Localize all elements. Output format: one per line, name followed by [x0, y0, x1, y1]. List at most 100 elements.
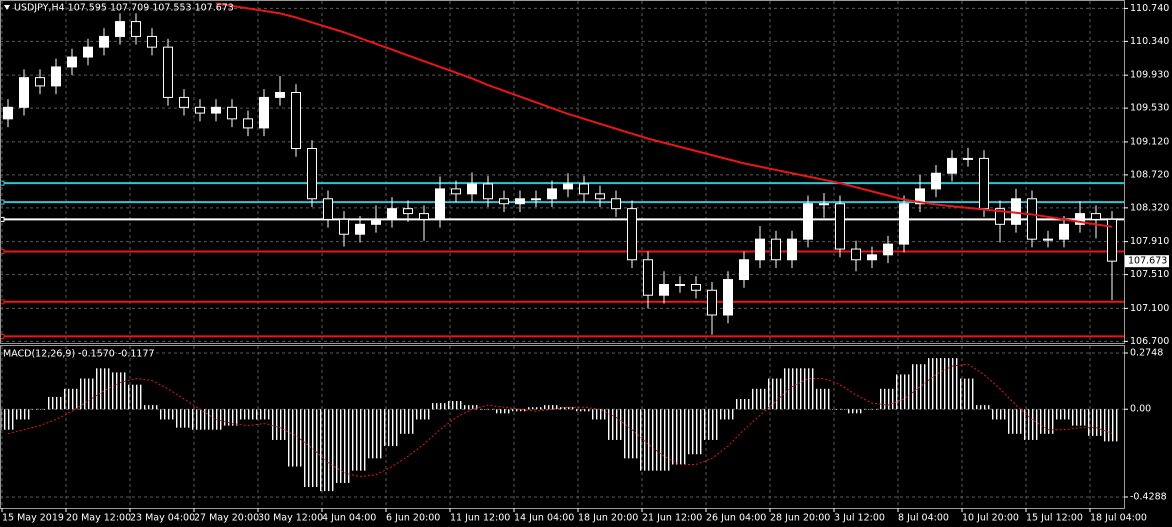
candle-body	[771, 238, 781, 261]
macd-bar	[0, 409, 16, 430]
y-tick-label: 0.00	[1130, 404, 1151, 415]
candle-body	[67, 56, 77, 68]
macd-bar	[336, 409, 352, 483]
y-tick-label: 109.530	[1130, 103, 1169, 114]
y-tick-label: 108.720	[1130, 169, 1169, 180]
macd-bar	[16, 409, 32, 420]
candle-body	[643, 259, 653, 296]
macd-bar	[1040, 409, 1056, 434]
x-tick-label: 11 Jun 12:00	[450, 513, 510, 524]
candle-body	[179, 96, 189, 108]
macd-bar	[208, 409, 224, 430]
macd-bar	[720, 409, 736, 420]
x-tick-label: 21 Jun 12:00	[642, 513, 702, 524]
candle-body	[675, 283, 685, 286]
candle-body	[195, 106, 205, 114]
candle-body	[947, 157, 957, 174]
x-tick-label: 15 Jul 12:00	[1026, 513, 1083, 524]
macd-bar	[912, 364, 928, 410]
candle-body	[547, 188, 557, 200]
macd-bar	[992, 409, 1008, 420]
candle-body	[867, 254, 877, 261]
y-tick-label: 110.740	[1130, 3, 1169, 14]
candle-body	[19, 77, 29, 108]
macd-bar	[672, 409, 688, 465]
price-label: 107.673	[1128, 256, 1167, 267]
main-frame	[0, 0, 1125, 344]
x-tick-label: 8 Jul 04:00	[898, 513, 949, 524]
candle-body	[275, 91, 285, 98]
candle-body	[979, 157, 989, 210]
macd-bar	[896, 374, 912, 410]
x-tick-label: 30 May 12:00	[258, 513, 323, 524]
candle-body	[243, 118, 253, 129]
macd-bar	[64, 388, 80, 410]
candle-body	[691, 283, 701, 291]
chart-title: USDJPY,H4 107.595 107.709 107.553 107.67…	[14, 3, 234, 14]
candle-body	[563, 183, 573, 190]
candle-body	[259, 96, 269, 129]
macd-bar	[320, 409, 336, 492]
candle-body	[963, 157, 973, 160]
macd-bar	[800, 368, 816, 410]
macd-bar	[736, 399, 752, 410]
moving-average	[215, 2, 1113, 228]
level-handle	[0, 249, 5, 255]
macd-bar	[960, 378, 976, 410]
macd-bar	[576, 409, 592, 412]
macd-bar	[304, 409, 320, 488]
macd-bar	[928, 358, 944, 410]
candle-body	[323, 198, 333, 220]
candle-body	[931, 172, 941, 190]
x-tick-label: 27 May 20:00	[194, 513, 259, 524]
macd-bar	[1024, 409, 1040, 440]
macd-bar	[752, 388, 768, 410]
candle-body	[499, 198, 509, 205]
candle-body	[339, 218, 349, 235]
macd-bar	[1056, 409, 1072, 420]
y-tick-label: 0.2748	[1130, 347, 1163, 358]
y-tick-label: 106.700	[1130, 336, 1169, 347]
candle-body	[451, 188, 461, 195]
x-tick-label: 23 May 04:00	[130, 513, 195, 524]
candle-body	[467, 183, 477, 195]
candle-body	[211, 106, 221, 114]
macd-bar	[192, 409, 208, 430]
macd-bar	[224, 409, 240, 426]
macd-bar	[560, 407, 576, 410]
macd-bar	[608, 409, 624, 440]
macd-bar	[128, 384, 144, 410]
candle-body	[51, 66, 61, 87]
macd-bar	[256, 409, 272, 420]
macd-bar	[528, 407, 544, 410]
price-box	[1125, 255, 1169, 268]
x-tick-label: 28 Jun 20:00	[770, 513, 830, 524]
macd-bar	[976, 405, 992, 410]
macd-bar	[832, 409, 848, 410]
macd-bar	[544, 405, 560, 410]
y-tick-label: 108.320	[1130, 202, 1169, 213]
candle-body	[627, 208, 637, 261]
macd-bar	[400, 409, 416, 434]
macd-bar	[464, 405, 480, 410]
candle-body	[707, 289, 717, 316]
x-tick-label: 18 Jun 20:00	[578, 513, 638, 524]
candle-body	[307, 148, 317, 200]
candle-body	[595, 193, 605, 200]
marks	[0, 2, 1124, 492]
candle-body	[531, 198, 541, 201]
macd-bar	[1088, 409, 1104, 436]
level-handle	[0, 216, 5, 222]
candle-body	[163, 46, 173, 98]
x-tick-label: 4 Jun 04:00	[322, 513, 376, 524]
macd-bar	[784, 368, 800, 410]
macd-bar	[1104, 409, 1120, 442]
macd-bar	[848, 409, 864, 414]
candle-body	[83, 46, 93, 58]
macd-bar	[160, 409, 176, 420]
macd-bar	[80, 378, 96, 410]
candle-body	[115, 21, 125, 37]
